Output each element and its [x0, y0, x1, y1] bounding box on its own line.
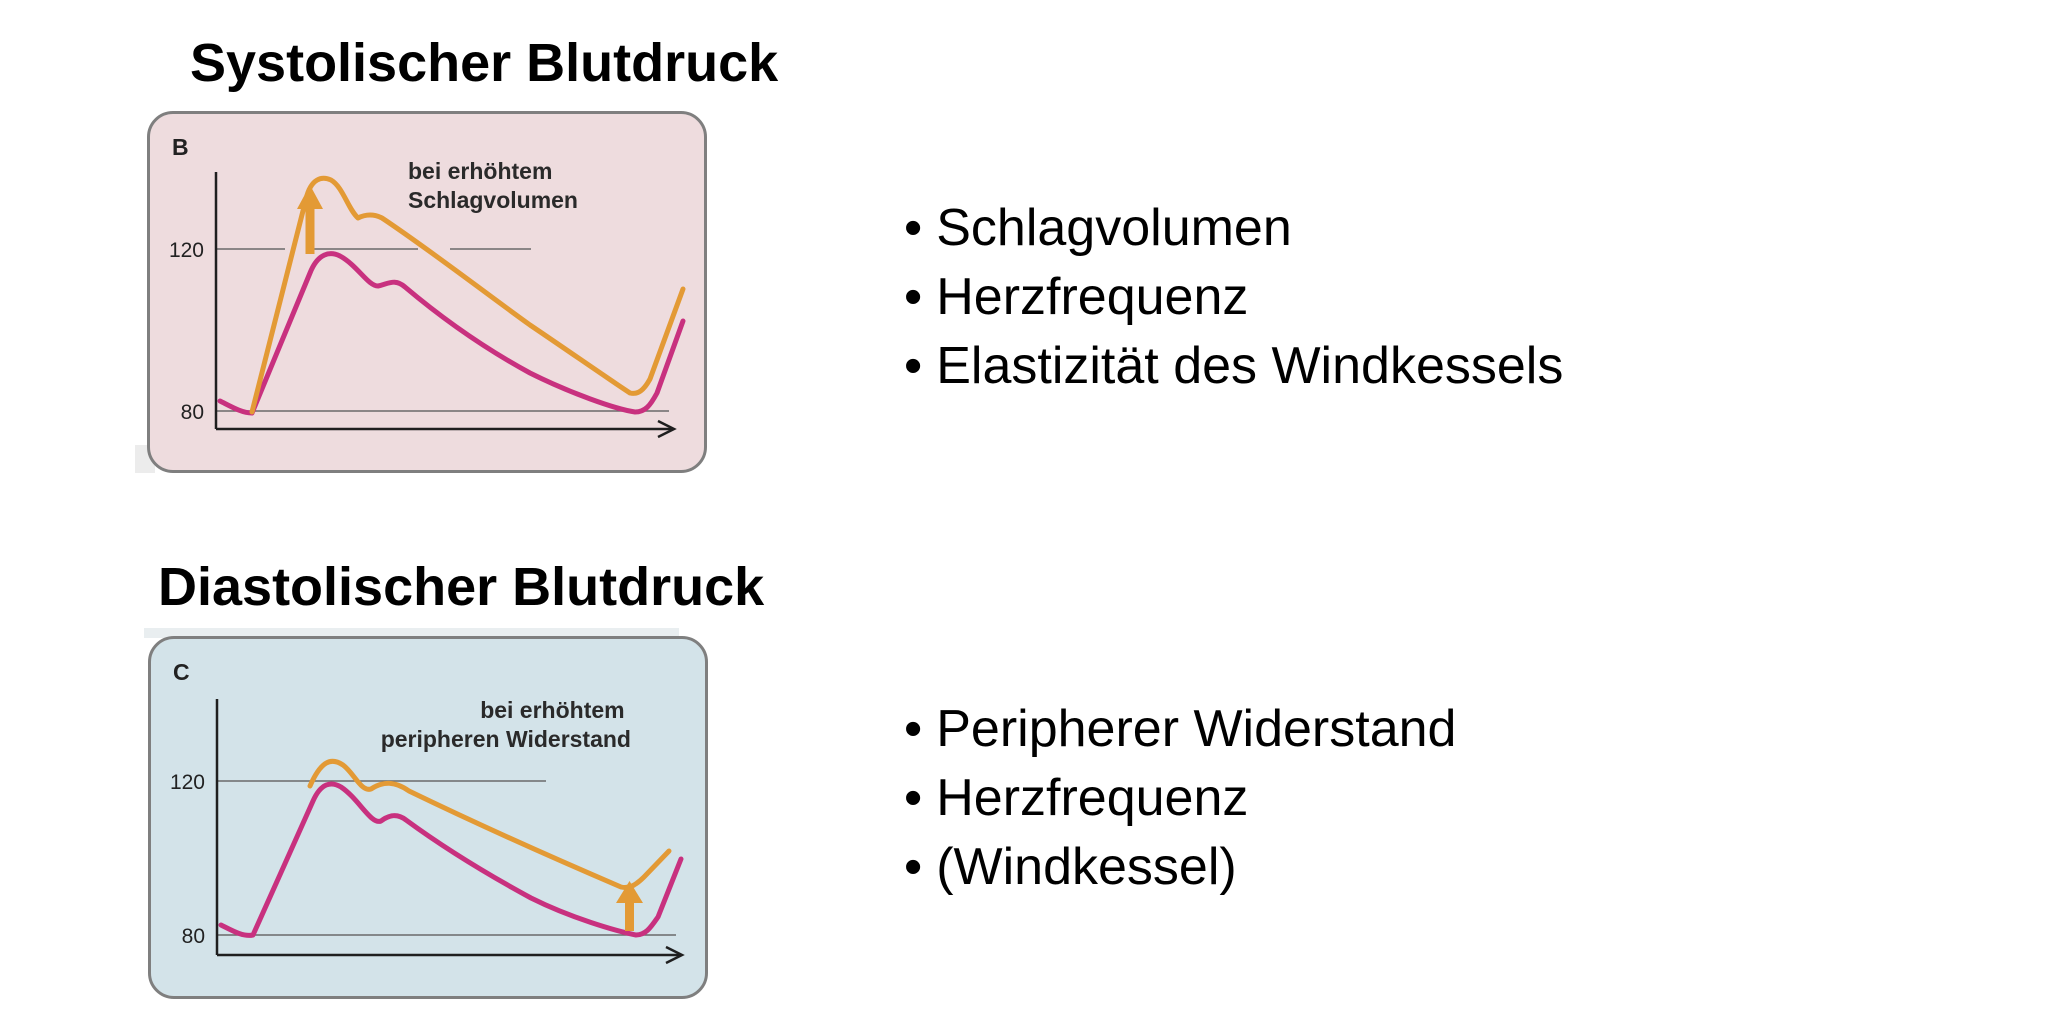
y-tick-120: 120	[170, 771, 205, 794]
up-arrow-icon	[616, 881, 643, 931]
systolic-figure-panel: B 120 80 bei erhöhtem Schlagvolumen	[147, 111, 707, 473]
list-item: Herzfrequenz	[904, 263, 1563, 332]
list-item: Peripherer Widerstand	[904, 695, 1456, 764]
list-item: Herzfrequenz	[904, 764, 1456, 833]
diastolic-factor-list: Peripherer Widerstand Herzfrequenz (Wind…	[904, 695, 1456, 902]
raised-stroke-volume-curve	[249, 175, 686, 415]
systolic-title: Systolischer Blutdruck	[190, 33, 779, 93]
y-tick-80: 80	[182, 925, 205, 948]
systolic-pressure-diagram: B 120 80 bei erhöhtem Schlagvolumen	[169, 134, 686, 439]
diastolic-title: Diastolischer Blutdruck	[158, 557, 765, 617]
panel-letter: B	[172, 134, 189, 160]
up-arrow-icon	[297, 185, 323, 254]
list-item: Elastizität des Windkessels	[904, 332, 1563, 401]
list-item: (Windkessel)	[904, 833, 1456, 902]
chart-annotation: bei erhöhtem peripheren Widerstand	[381, 697, 631, 752]
diastolic-pressure-diagram: C 120 80 bei erhöhtem peripheren Widerst…	[170, 659, 685, 965]
panel-letter: C	[173, 659, 190, 685]
y-tick-120: 120	[169, 239, 204, 262]
figure-backdrop	[144, 628, 679, 638]
y-tick-80: 80	[181, 401, 204, 424]
list-item: Schlagvolumen	[904, 194, 1563, 263]
x-axis-arrowhead	[665, 945, 685, 965]
baseline-pressure-curve	[217, 251, 686, 416]
raised-resistance-curve	[307, 758, 672, 890]
systolic-factor-list: Schlagvolumen Herzfrequenz Elastizität d…	[904, 194, 1563, 401]
x-axis-arrowhead	[657, 419, 677, 439]
diastolic-figure-panel: C 120 80 bei erhöhtem peripheren Widerst…	[148, 636, 708, 999]
baseline-pressure-curve	[218, 781, 684, 938]
chart-annotation: bei erhöhtem Schlagvolumen	[408, 158, 578, 213]
